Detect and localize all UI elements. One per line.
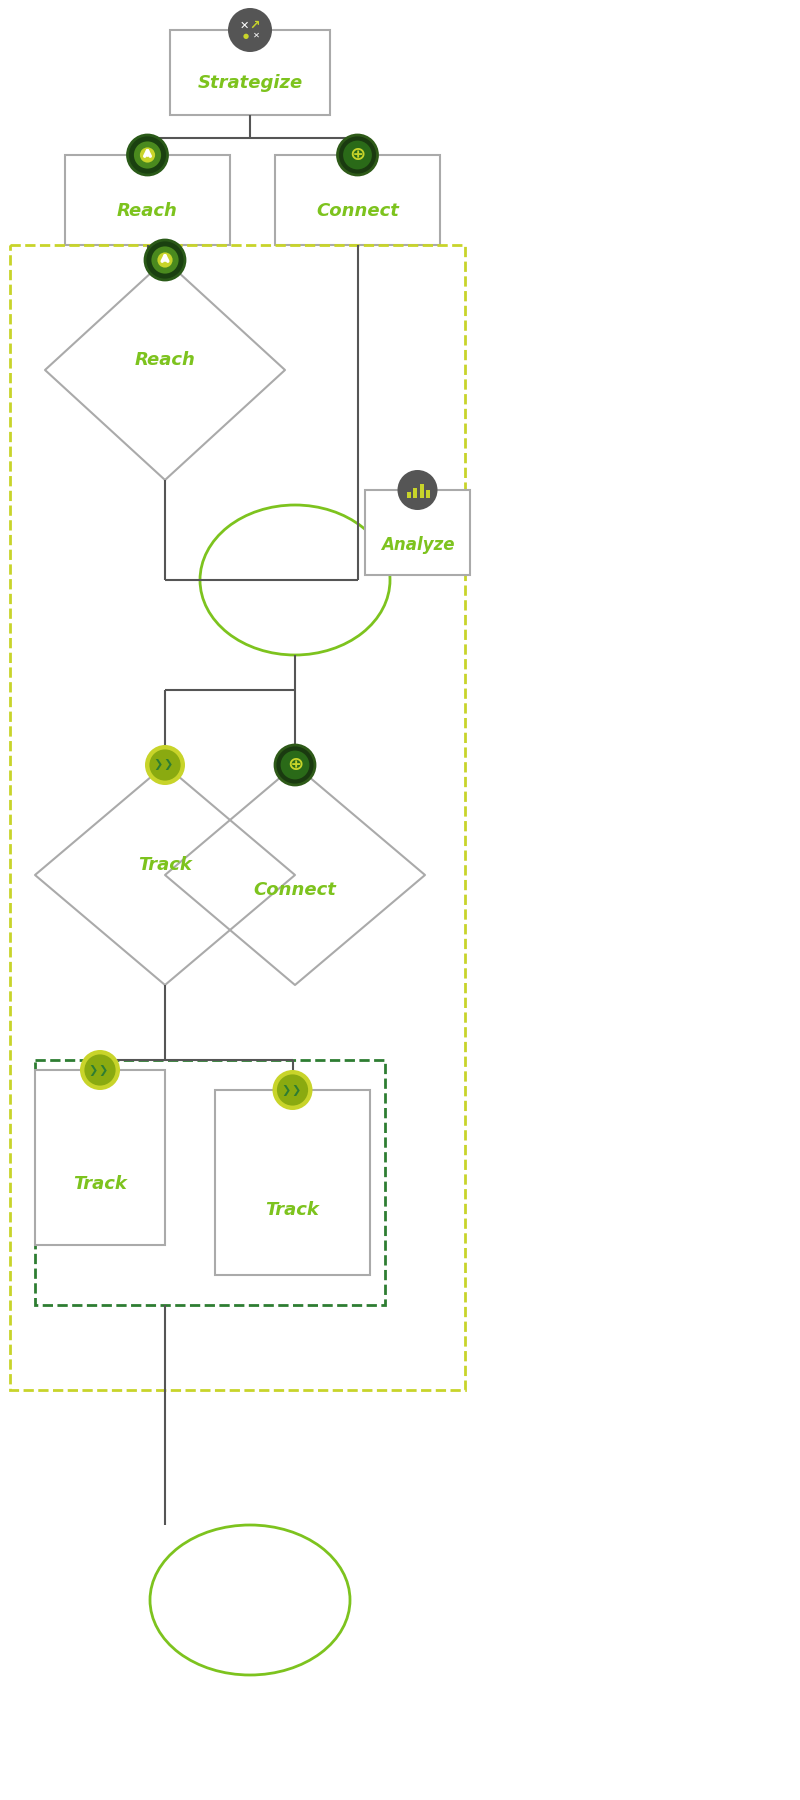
- Circle shape: [228, 7, 272, 52]
- Circle shape: [273, 1069, 313, 1111]
- Text: Track: Track: [73, 1175, 127, 1193]
- Bar: [10, 245, 465, 1390]
- Bar: [426, 490, 430, 499]
- Text: ❯: ❯: [154, 760, 162, 770]
- Bar: [275, 155, 440, 245]
- Text: Track: Track: [266, 1201, 319, 1219]
- Bar: [413, 488, 417, 499]
- Circle shape: [158, 252, 173, 268]
- Text: ↗: ↗: [250, 18, 260, 31]
- Circle shape: [343, 140, 372, 169]
- Bar: [365, 490, 470, 574]
- Circle shape: [275, 745, 315, 785]
- Text: Strategize: Strategize: [198, 74, 302, 92]
- Circle shape: [150, 749, 181, 781]
- Text: ❯: ❯: [291, 1084, 300, 1096]
- Bar: [406, 491, 410, 499]
- Circle shape: [398, 470, 438, 509]
- Text: Analyze: Analyze: [381, 536, 454, 554]
- Text: ❯: ❯: [163, 760, 173, 770]
- Text: ❯: ❯: [281, 1084, 290, 1096]
- Circle shape: [145, 239, 185, 281]
- Circle shape: [127, 135, 167, 175]
- Circle shape: [151, 247, 178, 274]
- Text: Reach: Reach: [117, 202, 178, 220]
- Text: ❯: ❯: [88, 1064, 98, 1075]
- Circle shape: [145, 745, 185, 785]
- Circle shape: [80, 1049, 120, 1091]
- Text: ❯: ❯: [98, 1064, 108, 1075]
- Text: ⊕: ⊕: [287, 756, 303, 774]
- Circle shape: [281, 751, 310, 779]
- Text: ✕: ✕: [239, 22, 249, 31]
- Text: Connect: Connect: [316, 202, 399, 220]
- Bar: [35, 1069, 165, 1246]
- Ellipse shape: [150, 1525, 350, 1676]
- Bar: [170, 31, 330, 115]
- Text: ⊕: ⊕: [350, 146, 366, 164]
- Text: ●: ●: [243, 32, 249, 40]
- Circle shape: [338, 135, 378, 175]
- Circle shape: [134, 142, 161, 169]
- Ellipse shape: [200, 506, 390, 655]
- Text: Connect: Connect: [254, 880, 337, 898]
- Text: Reach: Reach: [134, 351, 195, 369]
- Text: Track: Track: [138, 857, 192, 875]
- Circle shape: [140, 148, 155, 162]
- Circle shape: [85, 1055, 115, 1085]
- Bar: [215, 1091, 370, 1274]
- Text: ✕: ✕: [253, 31, 259, 40]
- Bar: [65, 155, 230, 245]
- Circle shape: [277, 1075, 308, 1105]
- Bar: [419, 484, 423, 499]
- Bar: [35, 1060, 385, 1305]
